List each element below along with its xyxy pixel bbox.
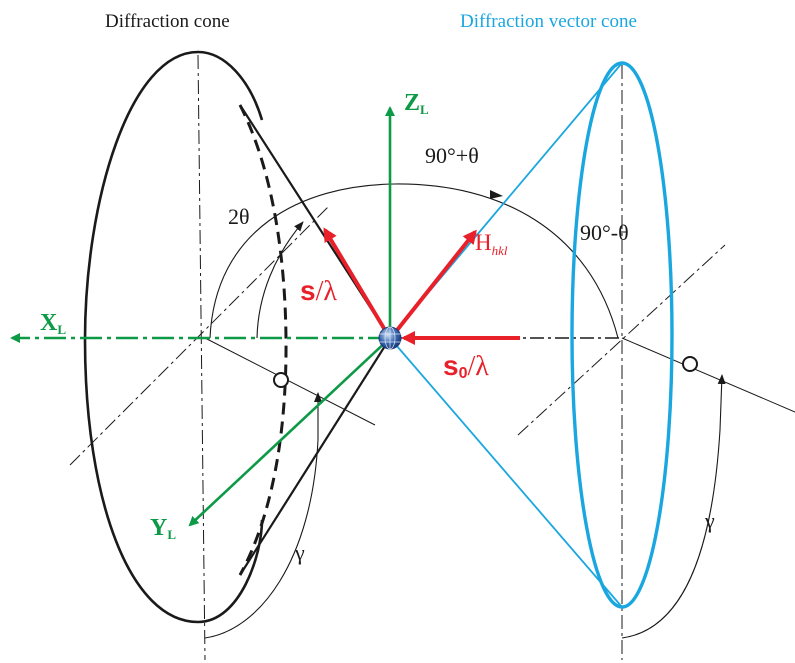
ninety-plus-theta-arc <box>209 183 619 339</box>
diffraction-cone-title: Diffraction cone <box>105 11 230 32</box>
h-hkl-label: Hhkl <box>475 230 508 258</box>
diffraction-vector-cone-title: Diffraction vector cone <box>460 11 637 32</box>
ninety-plus-theta-label: 90°+θ <box>425 143 479 168</box>
s-over-lambda-label: s/λ <box>300 275 337 307</box>
y-axis-label: YL <box>150 515 176 542</box>
left-cone-point <box>273 372 289 388</box>
left-construction-lines <box>69 54 376 661</box>
crystal-globe-icon <box>378 326 402 350</box>
h-hkl-vector <box>392 229 477 336</box>
y-axis-line <box>188 337 391 527</box>
right-construction-lines <box>455 65 795 660</box>
gamma-arc-right <box>621 374 726 639</box>
two-theta-arc <box>256 221 304 339</box>
arc-arrowhead <box>490 190 503 199</box>
s0-over-lambda-label: s0/λ <box>443 350 489 382</box>
gamma-label-right: γ <box>704 508 715 533</box>
diffraction-vector-cone <box>389 61 674 609</box>
red-vectors <box>323 227 520 345</box>
lab-axes <box>10 106 395 527</box>
gamma-label-left: γ <box>294 540 305 565</box>
z-axis-label: ZL <box>404 90 429 117</box>
diffraction-cone <box>83 50 391 624</box>
ninety-minus-theta-label: 90°-θ <box>580 220 629 245</box>
right-cone-point <box>682 356 698 372</box>
gamma-arc-left <box>204 392 322 639</box>
s-over-lambda-vector <box>323 227 390 337</box>
two-theta-label: 2θ <box>228 204 250 229</box>
x-axis-label: XL <box>40 310 66 337</box>
